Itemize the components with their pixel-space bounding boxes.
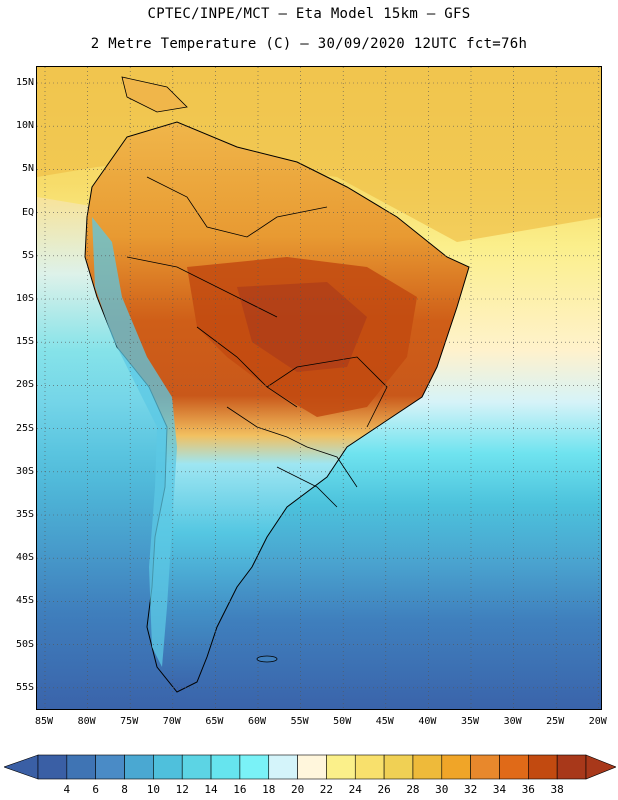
colorbar-bin: [239, 754, 270, 780]
colorbar-level-label: 16: [233, 783, 247, 796]
colorbar-bin: [153, 754, 183, 780]
colorbar-bin: [499, 754, 529, 780]
temperature-colorbar: [4, 754, 616, 780]
colorbar-bin: [66, 754, 96, 780]
temperature-map: [36, 66, 602, 710]
latitude-label: 15N: [15, 77, 34, 88]
longitude-label: 45W: [375, 716, 394, 727]
colorbar-level-label: 4: [63, 783, 71, 796]
colorbar-bin: [441, 754, 471, 780]
colorbar-bin: [528, 754, 558, 780]
latitude-label: 30S: [15, 465, 34, 477]
latitude-label: 45S: [15, 595, 34, 607]
latitude-label: 15S: [15, 336, 34, 348]
colorbar-max-arrow: [585, 754, 616, 780]
latitude-label: 55S: [15, 681, 34, 693]
longitude-label: 80W: [77, 716, 96, 727]
latitude-label: 35S: [15, 509, 34, 520]
latitude-label: 5N: [21, 163, 34, 175]
colorbar-level-label: 6: [92, 783, 99, 796]
colorbar-level-label: 22: [319, 783, 334, 796]
colorbar-bin: [268, 754, 298, 780]
map-title-line1: CPTEC/INPE/MCT – Eta Model 15km – GFS: [147, 6, 471, 22]
colorbar-level-label: 10: [146, 783, 160, 796]
longitude-label: 65W: [205, 716, 224, 727]
colorbar-bin: [383, 754, 414, 780]
colorbar-level-label: 30: [435, 783, 449, 796]
latitude-label: 5S: [21, 249, 34, 261]
colorbar-level-label: 18: [262, 783, 276, 796]
map-title-line2: 2 Metre Temperature (C) – 30/09/2020 12U…: [90, 36, 528, 52]
longitude-label: 60W: [247, 716, 267, 727]
longitude-label: 85W: [34, 716, 54, 727]
longitude-label: 50W: [333, 716, 352, 727]
colorbar-bin: [124, 754, 154, 780]
colorbar-level-label: 26: [377, 783, 391, 796]
longitude-label: 35W: [460, 716, 480, 727]
colorbar-level-label: 32: [464, 783, 478, 796]
longitude-label: 20W: [588, 716, 607, 727]
colorbar-bin: [37, 754, 68, 780]
longitude-label: 40W: [418, 716, 437, 727]
map-canvas: [37, 67, 601, 709]
colorbar-level-label: 12: [175, 783, 189, 796]
latitude-label: 20S: [15, 379, 34, 391]
latitude-label: 50S: [15, 638, 34, 650]
colorbar-level-label: 36: [521, 783, 535, 796]
colorbar-bin: [181, 754, 212, 780]
latitude-label: 25S: [15, 422, 34, 434]
longitude-label: 70W: [162, 716, 181, 727]
colorbar-bin: [470, 754, 500, 780]
colorbar-bin: [297, 754, 327, 780]
colorbar-bin: [326, 754, 356, 780]
colorbar-bin: [354, 754, 385, 780]
longitude-label: 55W: [290, 716, 309, 727]
colorbar-level-label: 28: [406, 783, 420, 796]
latitude-label: 10N: [15, 120, 34, 132]
colorbar-bin: [210, 754, 241, 780]
colorbar-bin: [95, 754, 125, 780]
colorbar-min-arrow: [4, 754, 39, 780]
colorbar-level-label: 20: [290, 783, 305, 796]
latitude-label: EQ: [21, 206, 34, 218]
colorbar-bin: [556, 754, 587, 780]
colorbar-bin: [412, 754, 443, 780]
colorbar-level-label: 24: [348, 783, 362, 796]
colorbar-level-label: 34: [492, 783, 507, 796]
longitude-label: 25W: [546, 716, 565, 727]
colorbar-level-label: 8: [121, 783, 128, 796]
longitude-label: 30W: [503, 716, 522, 727]
colorbar-level-label: 14: [204, 783, 218, 796]
latitude-label: 40S: [15, 552, 34, 564]
colorbar-level-label: 38: [550, 783, 564, 796]
latitude-label: 10S: [15, 293, 34, 304]
longitude-label: 75W: [120, 716, 139, 727]
